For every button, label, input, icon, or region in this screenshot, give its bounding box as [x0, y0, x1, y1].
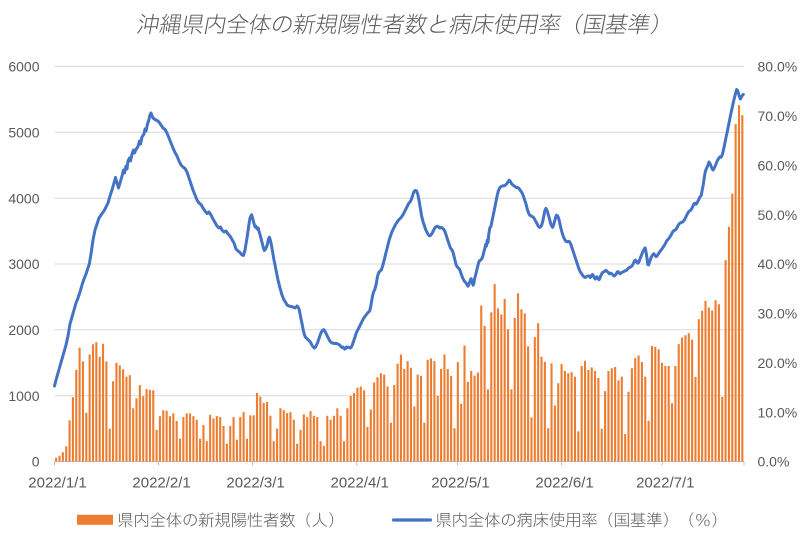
- svg-text:2022/7/1: 2022/7/1: [636, 475, 694, 492]
- svg-text:60.0%: 60.0%: [758, 157, 798, 173]
- svg-text:2022/3/1: 2022/3/1: [226, 475, 284, 492]
- svg-text:2022/1/1: 2022/1/1: [28, 475, 86, 492]
- svg-text:0: 0: [32, 454, 40, 470]
- svg-text:10.0%: 10.0%: [758, 404, 798, 420]
- svg-text:2022/5/1: 2022/5/1: [431, 475, 489, 492]
- svg-text:50.0%: 50.0%: [758, 207, 798, 223]
- svg-text:3000: 3000: [8, 256, 39, 272]
- svg-text:40.0%: 40.0%: [758, 256, 798, 272]
- svg-text:30.0%: 30.0%: [758, 306, 798, 322]
- svg-text:4000: 4000: [8, 190, 39, 206]
- svg-text:0.0%: 0.0%: [758, 454, 790, 470]
- svg-text:80.0%: 80.0%: [758, 59, 798, 75]
- svg-text:70.0%: 70.0%: [758, 108, 798, 124]
- svg-text:2000: 2000: [8, 322, 39, 338]
- svg-text:2022/6/1: 2022/6/1: [535, 475, 593, 492]
- svg-text:20.0%: 20.0%: [758, 355, 798, 371]
- svg-text:5000: 5000: [8, 125, 39, 141]
- svg-text:6000: 6000: [8, 59, 39, 75]
- svg-text:2022/2/1: 2022/2/1: [132, 475, 190, 492]
- svg-text:1000: 1000: [8, 388, 39, 404]
- svg-text:2022/4/1: 2022/4/1: [331, 475, 389, 492]
